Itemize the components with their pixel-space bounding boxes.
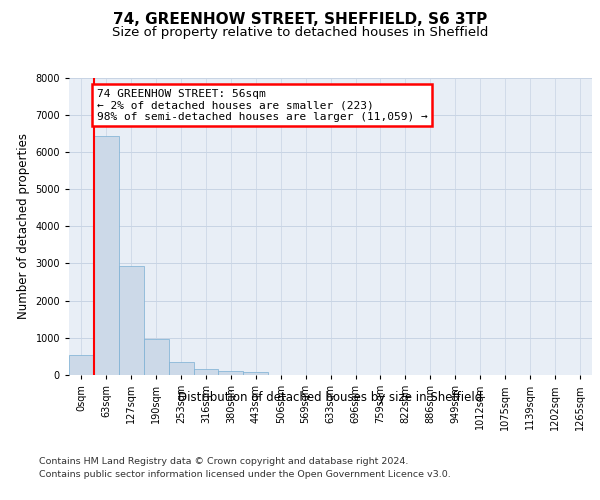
Y-axis label: Number of detached properties: Number of detached properties (17, 133, 30, 320)
Text: Distribution of detached houses by size in Sheffield: Distribution of detached houses by size … (178, 391, 483, 404)
Text: 74, GREENHOW STREET, SHEFFIELD, S6 3TP: 74, GREENHOW STREET, SHEFFIELD, S6 3TP (113, 12, 487, 28)
Bar (218, 371, 244, 375)
Bar (94, 136, 119, 375)
Bar (244, 372, 268, 375)
Bar (144, 338, 169, 375)
Bar (119, 266, 144, 375)
Bar (69, 355, 94, 375)
Bar (194, 369, 218, 375)
Text: 74 GREENHOW STREET: 56sqm
← 2% of detached houses are smaller (223)
98% of semi-: 74 GREENHOW STREET: 56sqm ← 2% of detach… (97, 88, 428, 122)
Text: Size of property relative to detached houses in Sheffield: Size of property relative to detached ho… (112, 26, 488, 39)
Bar (169, 362, 194, 375)
Text: Contains HM Land Registry data © Crown copyright and database right 2024.: Contains HM Land Registry data © Crown c… (39, 458, 409, 466)
Text: Contains public sector information licensed under the Open Government Licence v3: Contains public sector information licen… (39, 470, 451, 479)
